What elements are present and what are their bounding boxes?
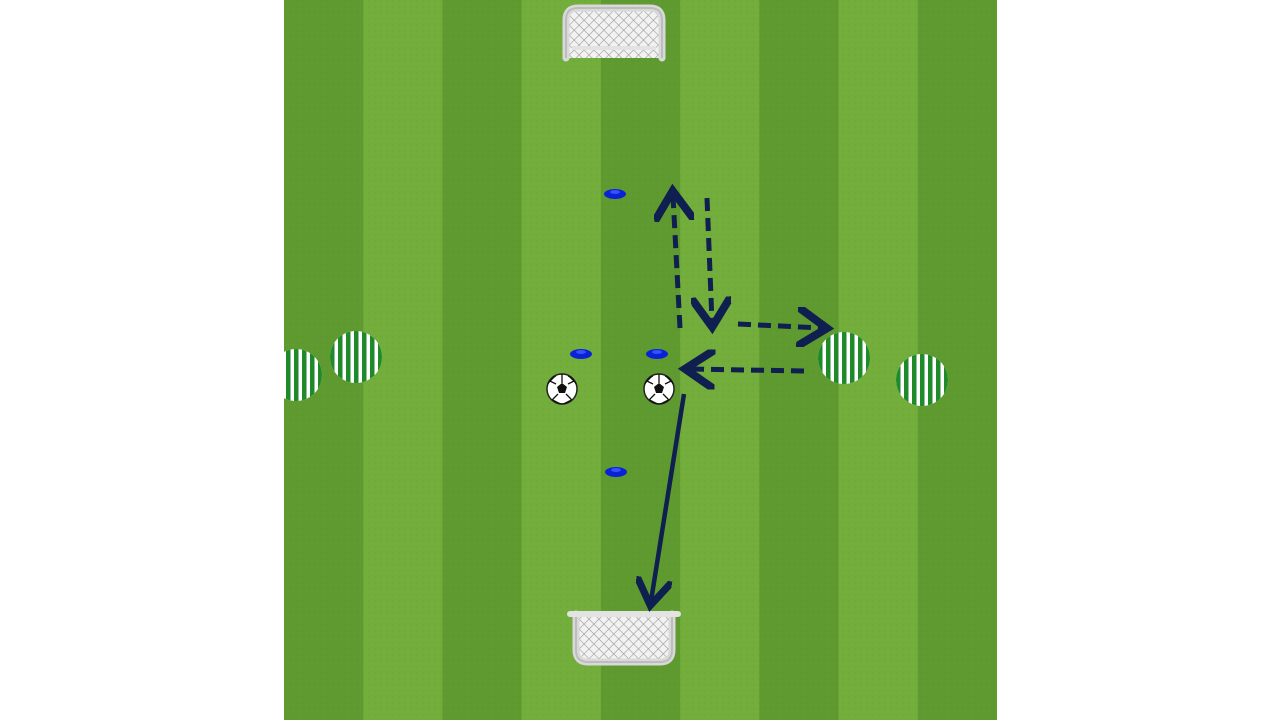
player-right — [818, 332, 870, 384]
run-down-arrow — [707, 197, 712, 322]
run-up-arrow — [673, 196, 680, 329]
shot-arrow — [651, 393, 687, 601]
bottom-goal — [567, 610, 681, 666]
player-far-right — [896, 354, 948, 406]
cone-top — [604, 189, 626, 199]
pass-right-arrow — [737, 324, 822, 328]
cone-mid-left — [570, 349, 592, 359]
top-goal — [562, 4, 666, 62]
pass-left-arrow — [690, 369, 805, 371]
ball-right — [643, 373, 675, 405]
ball-left — [546, 373, 578, 405]
player-far-left — [284, 349, 322, 401]
player-left — [330, 331, 382, 383]
cone-bottom — [605, 467, 627, 477]
cone-mid-right — [646, 349, 668, 359]
